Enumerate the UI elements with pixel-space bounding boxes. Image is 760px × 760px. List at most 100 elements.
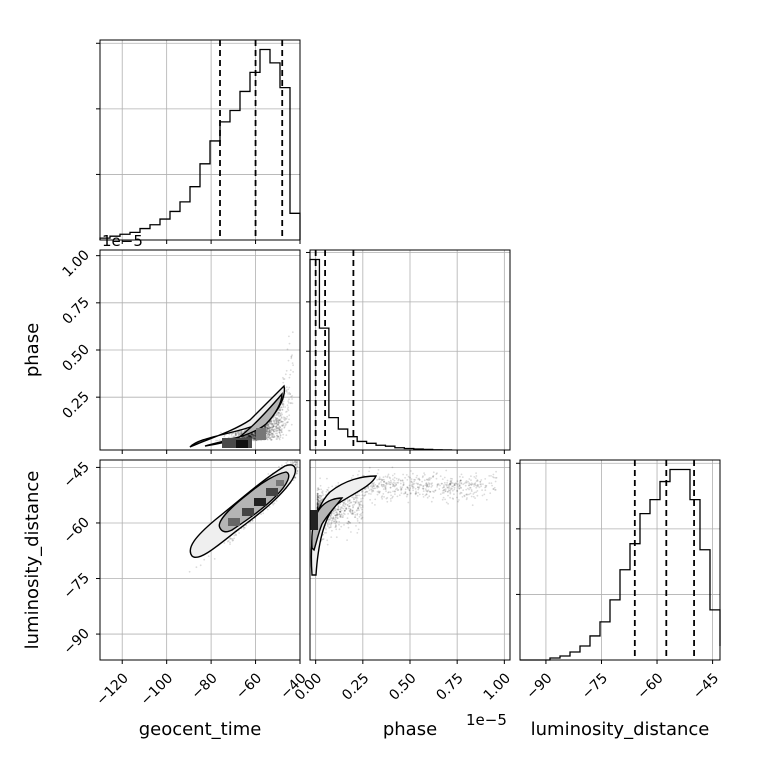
scatter-point xyxy=(279,414,282,417)
scatter-point xyxy=(367,486,369,489)
scatter-point xyxy=(316,506,319,509)
scatter-point xyxy=(248,436,250,438)
scatter-point xyxy=(227,539,230,542)
scatter-point xyxy=(274,429,277,431)
scatter-point xyxy=(264,426,267,429)
scatter-point xyxy=(248,435,251,438)
scatter-point xyxy=(459,486,462,489)
scatter-point xyxy=(415,476,418,479)
scatter-point xyxy=(288,386,291,389)
scatter-point xyxy=(411,483,414,486)
scatter-point xyxy=(231,432,233,435)
scatter-point xyxy=(316,499,319,501)
scatter-point xyxy=(460,482,462,485)
scatter-point xyxy=(276,427,279,430)
scatter-point xyxy=(473,476,476,478)
scatter-point xyxy=(464,484,467,487)
scatter-point xyxy=(352,505,355,508)
scatter-point xyxy=(277,419,279,422)
scatter-point xyxy=(449,496,451,499)
scatter-point xyxy=(492,476,494,478)
scatter-point xyxy=(453,482,456,485)
scatter-point xyxy=(356,532,359,534)
scatter-point xyxy=(476,490,479,492)
scatter-point xyxy=(459,491,462,494)
scatter-point xyxy=(374,504,376,506)
scatter-point xyxy=(285,421,288,424)
scatter-point xyxy=(270,420,273,423)
scatter-point xyxy=(383,478,385,481)
scatter-point xyxy=(430,500,433,503)
scatter-point xyxy=(383,480,386,483)
scatter-point xyxy=(349,510,352,512)
scatter-point xyxy=(405,495,408,498)
scatter-point xyxy=(265,430,268,433)
scatter-point xyxy=(418,479,421,481)
scatter-point xyxy=(477,485,479,488)
scatter-point xyxy=(355,500,358,503)
scatter-point xyxy=(316,506,319,509)
scatter-point xyxy=(229,541,231,544)
scatter-point xyxy=(287,359,290,362)
scatter-point xyxy=(250,433,253,436)
scatter-point xyxy=(251,433,254,436)
scatter-point xyxy=(401,479,404,482)
scatter-point xyxy=(451,478,453,480)
scatter-point xyxy=(250,433,253,436)
scatter-point xyxy=(450,482,452,485)
scatter-point xyxy=(469,492,472,495)
scatter-point xyxy=(289,393,291,395)
scatter-point xyxy=(381,479,383,482)
scatter-point xyxy=(266,424,269,427)
scatter-point xyxy=(268,433,271,436)
scatter-point xyxy=(354,502,357,504)
scatter-point xyxy=(240,430,242,433)
scatter-point xyxy=(279,418,282,421)
scatter-point xyxy=(357,502,360,505)
scatter-point xyxy=(271,432,274,435)
scatter-point xyxy=(269,426,272,429)
scatter-point xyxy=(244,435,247,438)
scatter-point xyxy=(252,434,255,437)
scatter-point xyxy=(353,498,356,500)
scatter-point xyxy=(317,500,319,502)
scatter-point xyxy=(363,494,366,497)
scatter-point xyxy=(252,434,255,437)
scatter-point xyxy=(269,439,272,441)
scatter-point xyxy=(282,423,285,425)
scatter-point xyxy=(267,432,270,435)
scatter-point xyxy=(292,364,294,367)
scatter-point xyxy=(338,513,341,515)
scatter-point xyxy=(277,435,280,438)
scatter-point xyxy=(320,499,322,502)
scatter-point xyxy=(268,427,270,430)
scatter-point xyxy=(238,431,241,434)
scatter-point xyxy=(432,490,434,493)
scatter-point xyxy=(273,428,276,431)
scatter-point xyxy=(388,476,391,479)
scatter-point xyxy=(267,423,269,426)
scatter-point xyxy=(294,477,297,479)
scatter-point xyxy=(454,484,456,487)
scatter-point xyxy=(272,425,275,428)
scatter-point xyxy=(343,524,345,526)
scatter-point xyxy=(321,538,324,541)
scatter-point xyxy=(360,500,363,503)
scatter-point xyxy=(472,493,475,495)
scatter-point xyxy=(493,476,495,479)
scatter-point xyxy=(361,516,364,519)
scatter-point xyxy=(430,483,433,486)
scatter-point xyxy=(410,481,413,483)
scatter-point xyxy=(248,434,251,437)
scatter-point xyxy=(271,435,273,438)
scatter-point xyxy=(249,435,252,438)
scatter-point xyxy=(317,503,320,505)
scatter-point xyxy=(428,495,431,498)
scatter-point xyxy=(462,489,465,492)
scatter-point xyxy=(376,479,378,481)
scatter-point xyxy=(228,436,230,439)
scatter-point xyxy=(319,497,322,499)
scatter-point xyxy=(339,508,342,511)
scatter-point xyxy=(494,489,496,491)
scatter-point xyxy=(276,417,278,420)
